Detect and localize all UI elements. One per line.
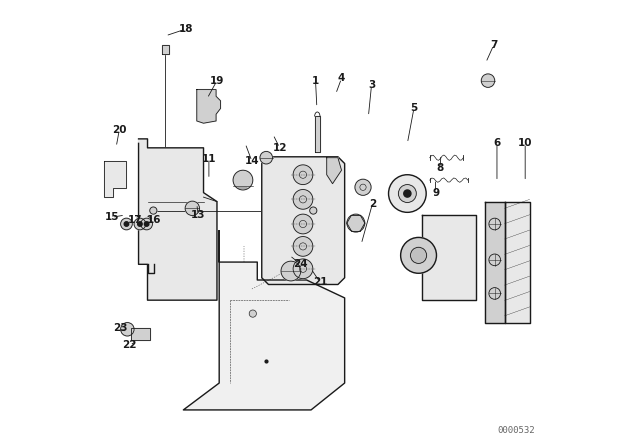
Circle shape: [281, 261, 301, 281]
Text: 3: 3: [368, 80, 375, 90]
Circle shape: [388, 175, 426, 212]
Circle shape: [489, 218, 500, 230]
Polygon shape: [184, 231, 345, 410]
Text: 7: 7: [490, 40, 497, 50]
Text: 4: 4: [338, 73, 345, 83]
Circle shape: [293, 259, 313, 279]
Text: 8: 8: [436, 163, 444, 173]
Polygon shape: [262, 157, 345, 284]
Circle shape: [401, 237, 436, 273]
Circle shape: [347, 214, 365, 232]
Polygon shape: [139, 139, 217, 300]
Polygon shape: [327, 158, 342, 184]
Circle shape: [260, 151, 273, 164]
Text: 2: 2: [369, 199, 376, 209]
Circle shape: [481, 74, 495, 87]
Circle shape: [185, 201, 200, 215]
Text: 23: 23: [113, 323, 128, 333]
Polygon shape: [504, 202, 530, 323]
Text: 11: 11: [202, 154, 216, 164]
Circle shape: [398, 185, 416, 202]
Text: 0000532: 0000532: [497, 426, 535, 435]
Text: 22: 22: [122, 340, 137, 350]
Text: 10: 10: [518, 138, 532, 148]
Text: 6: 6: [493, 138, 500, 148]
Circle shape: [293, 237, 313, 256]
Circle shape: [233, 170, 253, 190]
Text: 1: 1: [312, 76, 319, 86]
Circle shape: [141, 218, 152, 230]
Polygon shape: [104, 161, 127, 197]
Circle shape: [150, 207, 157, 214]
Text: 5: 5: [410, 103, 418, 112]
Polygon shape: [197, 90, 221, 123]
Circle shape: [410, 247, 427, 263]
Text: 16: 16: [147, 215, 161, 224]
Circle shape: [120, 218, 132, 230]
Circle shape: [293, 214, 313, 234]
Text: 14: 14: [244, 156, 259, 166]
Circle shape: [293, 190, 313, 209]
Circle shape: [489, 288, 500, 299]
Text: 20: 20: [112, 125, 127, 135]
Circle shape: [134, 218, 146, 230]
Text: 9: 9: [432, 188, 439, 198]
Polygon shape: [422, 215, 476, 300]
Circle shape: [293, 165, 313, 185]
Circle shape: [355, 179, 371, 195]
Text: 18: 18: [179, 24, 193, 34]
Circle shape: [145, 222, 149, 226]
Text: 24: 24: [293, 259, 308, 269]
Circle shape: [124, 222, 129, 226]
Circle shape: [121, 323, 134, 336]
Text: 21: 21: [313, 277, 327, 287]
Circle shape: [249, 310, 257, 317]
Text: 15: 15: [104, 212, 119, 222]
Text: 12: 12: [273, 143, 287, 153]
Circle shape: [138, 222, 142, 226]
Polygon shape: [131, 328, 150, 340]
Text: 19: 19: [210, 76, 224, 86]
Circle shape: [489, 254, 500, 266]
Circle shape: [310, 207, 317, 214]
Text: 17: 17: [128, 215, 143, 224]
Polygon shape: [163, 45, 168, 54]
Polygon shape: [315, 116, 320, 152]
Polygon shape: [485, 202, 504, 323]
Text: 13: 13: [191, 210, 205, 220]
Circle shape: [404, 190, 411, 197]
